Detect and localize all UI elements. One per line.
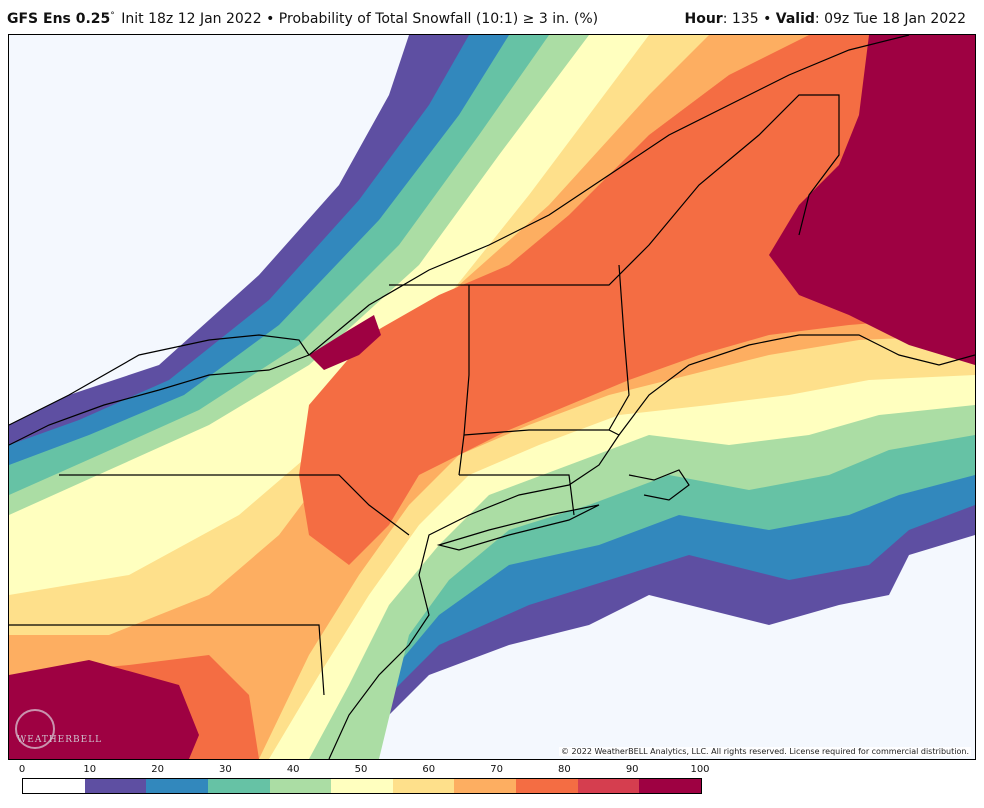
us-canada-border — [389, 94, 840, 286]
legend-tick: 80 — [558, 764, 571, 775]
legend-swatch — [269, 779, 332, 793]
legend-swatch — [577, 779, 640, 793]
legend-swatch — [516, 779, 578, 793]
hour-value: : 135 — [722, 11, 759, 27]
valid-value: : 09z Tue 18 Jan 2022 — [814, 11, 966, 27]
legend-tick: 0 — [18, 764, 26, 775]
legend-tick: 70 — [490, 764, 503, 775]
legend-swatch — [84, 779, 147, 793]
state-line-ma — [463, 429, 620, 436]
legend-tick: 20 — [151, 764, 164, 775]
probability-legend: 0 10 20 30 40 50 60 70 80 90 100 — [18, 764, 710, 804]
legend-tick: 40 — [286, 764, 300, 775]
long-island — [436, 504, 600, 551]
band-90-100-south — [9, 660, 199, 759]
legend-swatch — [207, 779, 270, 793]
degree-symbol: ° — [110, 11, 115, 21]
title-separator: • — [266, 11, 275, 27]
legend-swatch — [331, 779, 393, 793]
state-line-vt-nh — [458, 285, 470, 476]
state-line-pa-md — [9, 624, 325, 696]
watermark-text: WEATHERBELL — [17, 735, 103, 745]
legend-color-bar — [22, 778, 702, 794]
st-lawrence-river — [308, 35, 910, 356]
hour-label: Hour — [684, 11, 723, 27]
state-line-ct-ri — [459, 474, 575, 516]
model-name: GFS Ens 0.25 — [7, 11, 111, 27]
legend-swatch — [392, 779, 455, 793]
map-canvas — [9, 35, 975, 759]
map-header: GFS Ens 0.25° Init 18z 12 Jan 2022 • Pro… — [0, 0, 984, 34]
snowfall-probability-map: WEATHERBELL © 2022 WeatherBELL Analytics… — [8, 34, 976, 760]
band-80-90 — [299, 35, 975, 565]
band-90-100-northeast — [769, 35, 975, 365]
legend-swatch — [146, 779, 208, 793]
valid-time-info: Hour: 135 • Valid: 09z Tue 18 Jan 2022 — [685, 11, 967, 27]
state-line-ny-pa — [59, 474, 410, 536]
legend-swatch — [639, 779, 702, 793]
product-name: Probability of Total Snowfall (10:1) ≥ 3… — [278, 11, 599, 27]
boundary-lines — [9, 35, 975, 759]
map-title: GFS Ens 0.25° Init 18z 12 Jan 2022 • Pro… — [7, 11, 598, 27]
cape-cod — [628, 469, 690, 501]
atlantic-coast — [328, 334, 975, 759]
legend-tick: 30 — [219, 764, 232, 775]
init-time: Init 18z 12 Jan 2022 — [121, 11, 262, 27]
valid-label: Valid — [775, 11, 815, 27]
legend-tick: 90 — [625, 764, 639, 775]
band-90-100-lake-ontario — [309, 315, 381, 370]
legend-tick: 60 — [422, 764, 436, 775]
legend-swatch — [23, 779, 85, 793]
legend-ticks: 0 10 20 30 40 50 60 70 80 90 100 — [18, 764, 710, 778]
legend-swatch — [454, 779, 517, 793]
watermark-logo-icon — [15, 709, 55, 749]
valid-separator: • — [763, 11, 772, 27]
legend-tick: 10 — [83, 764, 97, 775]
state-line-nh-me — [608, 264, 630, 431]
legend-tick: 50 — [354, 764, 368, 775]
copyright-notice: © 2022 WeatherBELL Analytics, LLC. All r… — [559, 747, 971, 756]
legend-tick: 100 — [690, 764, 710, 775]
